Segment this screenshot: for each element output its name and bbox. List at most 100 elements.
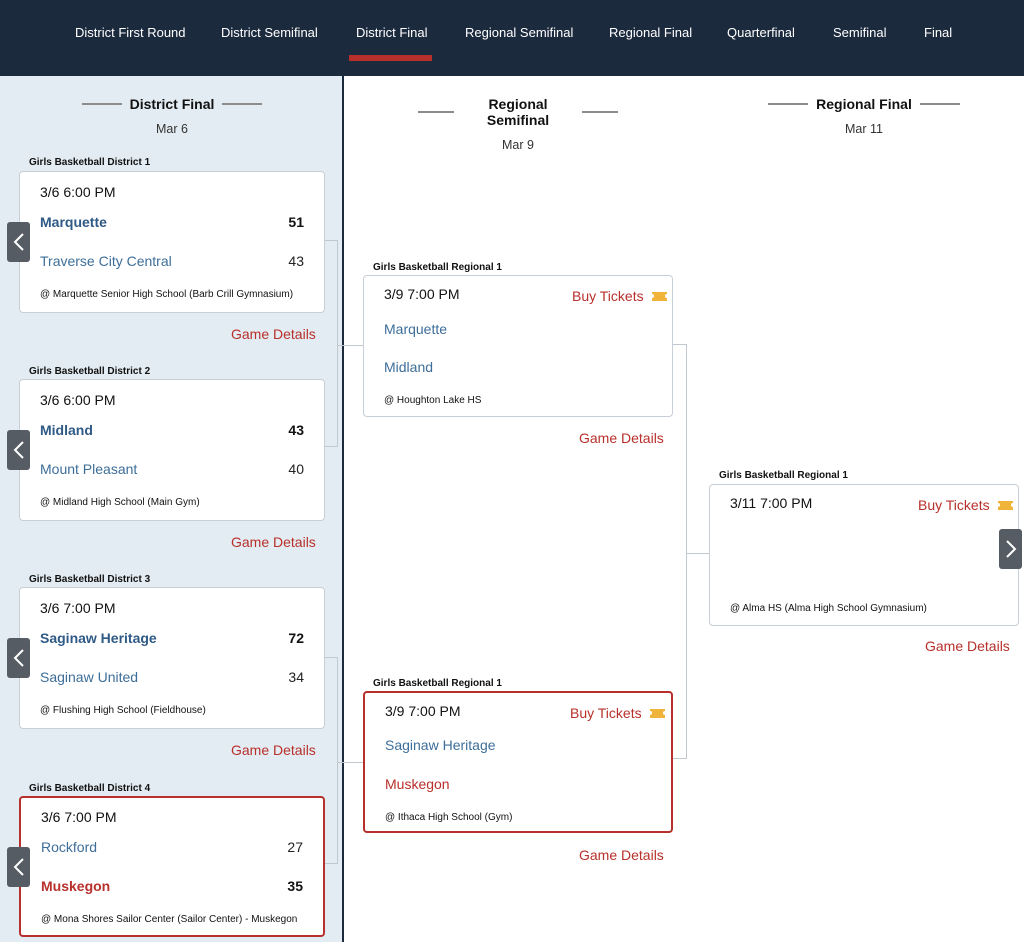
game-venue: @ Mona Shores Sailor Center (Sailor Cent…: [41, 914, 298, 925]
game-time: 3/6 6:00 PM: [40, 392, 116, 408]
bracket-connector: [673, 344, 686, 345]
tab-district-first-round[interactable]: District First Round: [75, 25, 186, 40]
bracket-connector: [337, 762, 363, 763]
round-header-district-final: District Final Mar 6: [72, 96, 272, 136]
round-date: Mar 11: [845, 122, 883, 136]
team-name[interactable]: Marquette: [40, 214, 107, 230]
prev-round-button[interactable]: [7, 638, 30, 678]
game-card[interactable]: 3/6 7:00 PM Saginaw Heritage 72 Saginaw …: [19, 587, 325, 729]
game-venue: @ Flushing High School (Fieldhouse): [40, 705, 206, 716]
round-title: District Final: [129, 96, 215, 112]
bracket-connector: [325, 657, 338, 658]
game-details-link[interactable]: Game Details: [925, 638, 1010, 654]
game-details-link[interactable]: Game Details: [579, 847, 664, 863]
game-details-link[interactable]: Game Details: [231, 534, 316, 550]
buy-tickets-label: Buy Tickets: [570, 705, 642, 721]
buy-tickets-link[interactable]: Buy Tickets: [918, 497, 1015, 513]
prev-round-button[interactable]: [7, 430, 30, 470]
bracket-connector: [325, 863, 338, 864]
game-details-link[interactable]: Game Details: [231, 742, 316, 758]
ticket-icon: [647, 708, 667, 718]
game-label: Girls Basketball District 2: [29, 366, 151, 377]
bracket-connector: [337, 345, 363, 346]
game-card[interactable]: 3/9 7:00 PM Buy Tickets Marquette Midlan…: [363, 275, 673, 417]
game-details-link[interactable]: Game Details: [579, 430, 664, 446]
bracket-connector: [686, 344, 687, 759]
team-score: 27: [287, 839, 303, 855]
team-name[interactable]: Saginaw United: [40, 669, 139, 685]
team-name[interactable]: Midland: [40, 422, 93, 438]
prev-round-button[interactable]: [7, 222, 30, 262]
game-card-favorite[interactable]: 3/6 7:00 PM Rockford 27 Muskegon 35 @ Mo…: [19, 796, 325, 937]
team-score: 34: [288, 669, 304, 685]
ticket-icon: [995, 500, 1015, 510]
round-nav: District First Round District Semifinal …: [0, 0, 1024, 76]
game-label: Girls Basketball Regional 1: [373, 678, 502, 689]
game-venue: @ Marquette Senior High School (Barb Cri…: [40, 289, 294, 300]
tab-district-final[interactable]: District Final: [356, 25, 428, 40]
game-time: 3/6 7:00 PM: [41, 809, 117, 825]
team-name[interactable]: Rockford: [41, 839, 98, 855]
game-venue: @ Midland High School (Main Gym): [40, 497, 200, 508]
game-time: 3/6 7:00 PM: [40, 600, 116, 616]
team-name[interactable]: Marquette: [384, 321, 448, 337]
round-header-regional-semifinal: Regional Semifinal Mar 9: [418, 96, 618, 152]
team-score: 43: [288, 253, 304, 269]
game-venue: @ Ithaca High School (Gym): [385, 812, 513, 823]
bracket-connector: [325, 446, 338, 447]
next-round-button[interactable]: [999, 529, 1022, 569]
bracket-connector: [337, 240, 338, 447]
chevron-left-icon: [13, 649, 24, 667]
game-time: 3/9 7:00 PM: [384, 286, 460, 302]
tab-regional-final[interactable]: Regional Final: [609, 25, 693, 40]
bracket-connector: [337, 657, 338, 864]
tab-regional-semifinal[interactable]: Regional Semifinal: [465, 25, 574, 40]
team-score: 51: [288, 214, 304, 230]
team-name[interactable]: Muskegon: [41, 878, 111, 894]
team-name[interactable]: Midland: [384, 359, 434, 375]
bracket-connector: [325, 240, 338, 241]
game-card[interactable]: 3/11 7:00 PM Buy Tickets @ Alma HS (Alma…: [709, 484, 1019, 626]
ticket-icon: [649, 291, 669, 301]
team-score: 35: [287, 878, 303, 894]
team-name[interactable]: Saginaw Heritage: [385, 737, 496, 753]
game-label: Girls Basketball District 1: [29, 157, 151, 168]
buy-tickets-label: Buy Tickets: [918, 497, 990, 513]
game-venue: @ Alma HS (Alma High School Gymnasium): [730, 603, 927, 614]
game-card[interactable]: 3/6 6:00 PM Marquette 51 Traverse City C…: [19, 171, 325, 313]
bracket-connector: [673, 758, 686, 759]
chevron-left-icon: [13, 441, 24, 459]
round-title: Regional Final: [816, 96, 912, 112]
round-date: Mar 6: [156, 122, 188, 136]
team-name[interactable]: Saginaw Heritage: [40, 630, 157, 646]
tab-semifinal[interactable]: Semifinal: [833, 25, 887, 40]
buy-tickets-link[interactable]: Buy Tickets: [570, 705, 667, 721]
chevron-left-icon: [13, 858, 24, 876]
game-time: 3/9 7:00 PM: [385, 703, 461, 719]
team-name[interactable]: Muskegon: [385, 776, 450, 792]
game-card-favorite[interactable]: 3/9 7:00 PM Buy Tickets Saginaw Heritage…: [363, 691, 673, 833]
round-header-regional-final: Regional Final Mar 11: [764, 96, 964, 136]
team-name[interactable]: Mount Pleasant: [40, 461, 138, 477]
game-label: Girls Basketball Regional 1: [373, 262, 502, 273]
team-score: 72: [288, 630, 304, 646]
game-card[interactable]: 3/6 6:00 PM Midland 43 Mount Pleasant 40…: [19, 379, 325, 521]
bracket-connector: [686, 553, 710, 554]
round-date: Mar 9: [502, 138, 534, 152]
tab-final[interactable]: Final: [924, 25, 953, 40]
team-name[interactable]: Traverse City Central: [40, 253, 172, 269]
game-time: 3/11 7:00 PM: [730, 495, 813, 511]
buy-tickets-link[interactable]: Buy Tickets: [572, 288, 669, 304]
team-score: 43: [288, 422, 304, 438]
game-details-link[interactable]: Game Details: [231, 326, 316, 342]
tab-quarterfinal[interactable]: Quarterfinal: [727, 25, 795, 40]
chevron-right-icon: [1005, 540, 1016, 558]
prev-round-button[interactable]: [7, 847, 30, 887]
buy-tickets-label: Buy Tickets: [572, 288, 644, 304]
tab-district-semifinal[interactable]: District Semifinal: [221, 25, 318, 40]
chevron-left-icon: [13, 233, 24, 251]
round-title: Regional Semifinal: [486, 96, 550, 128]
active-tab-indicator: [349, 55, 432, 61]
game-label: Girls Basketball District 4: [29, 783, 151, 794]
team-score: 40: [288, 461, 304, 477]
